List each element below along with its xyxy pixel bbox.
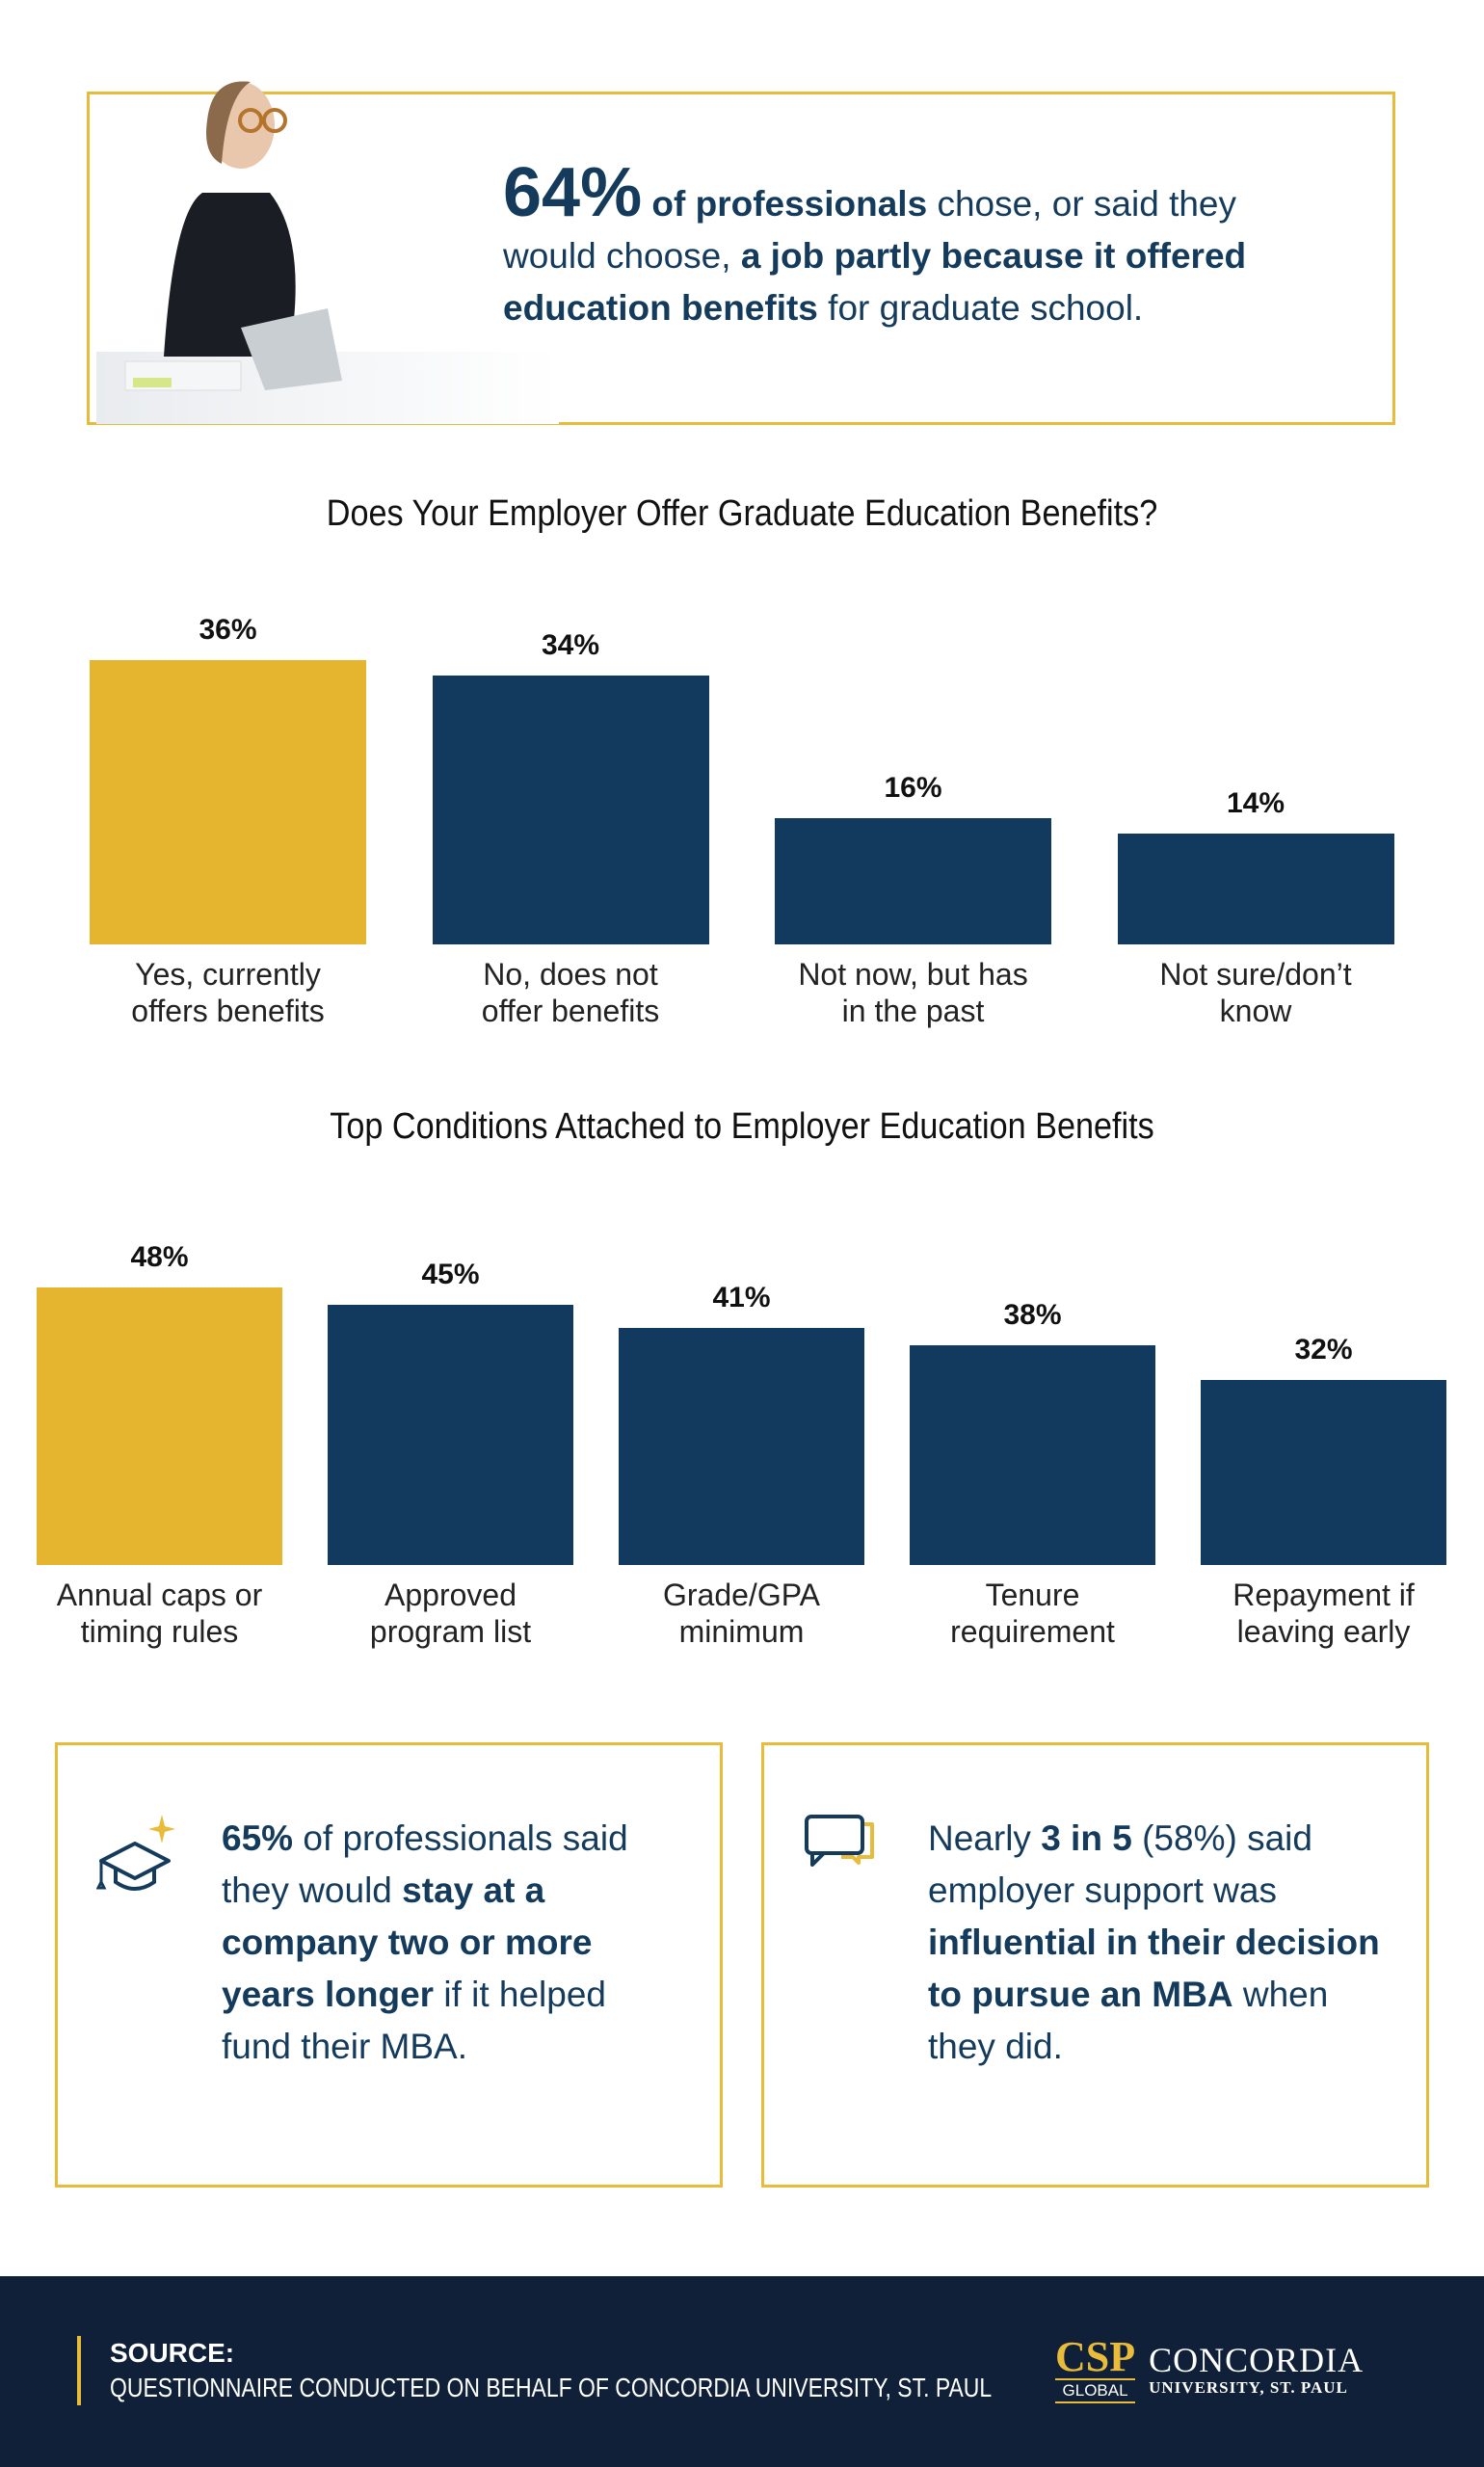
logo-name: CONCORDIA: [1149, 2341, 1365, 2379]
hero-bold-1: of professionals: [651, 184, 928, 224]
footer: [0, 2276, 1484, 2467]
category-label: Annual caps or timing rules: [56, 1578, 263, 1649]
value-label: 32%: [1294, 1334, 1353, 1366]
bar: [910, 1345, 1155, 1565]
value-label: 14%: [1226, 787, 1285, 820]
hero-text-2: for graduate school.: [817, 288, 1144, 328]
graduation-cap-icon: [96, 1815, 175, 1891]
card-2-text-a: (58%) said employer support was: [928, 1818, 1312, 1910]
card-2-stat: 3 in 5: [1041, 1818, 1132, 1858]
card-2-text: Nearly 3 in 5 (58%) said employer suppor…: [928, 1813, 1381, 2073]
bar: [328, 1305, 573, 1565]
value-label: 16%: [884, 771, 942, 804]
bar: [775, 817, 1051, 944]
value-label: 48%: [130, 1241, 189, 1273]
card-1-bold: stay at a company two or more years long…: [222, 1870, 593, 2014]
hero-bold-2: a job partly because it offered educatio…: [503, 236, 1247, 328]
category-label: Grade/GPA minimum: [662, 1578, 821, 1649]
bar: [37, 1287, 282, 1565]
hero-text-1: chose, or said they would choose,: [503, 184, 1237, 276]
bar: [1117, 834, 1394, 944]
value-label: 45%: [421, 1259, 480, 1290]
card-1-text-b: if it helped fund their MBA.: [222, 1975, 607, 2066]
concordia-logo: CSP GLOBAL CONCORDIA UNIVERSITY, ST. PAUL: [1055, 2336, 1364, 2403]
chart-2-title: Top Conditions Attached to Employer Educ…: [330, 1106, 1154, 1147]
logo-global: GLOBAL: [1055, 2378, 1136, 2403]
source-label: SOURCE:: [110, 2338, 235, 2368]
chart-1-title: Does Your Employer Offer Graduate Educat…: [326, 493, 1158, 534]
value-label: 41%: [712, 1282, 771, 1313]
bar: [90, 659, 366, 944]
source-note: SOURCE: QUESTIONNAIRE CONDUCTED ON BEHAL…: [77, 2336, 1185, 2405]
logo-sub: UNIVERSITY, ST. PAUL: [1149, 2378, 1348, 2397]
category-label: Yes, currently offers benefits: [131, 957, 325, 1028]
card-2-text-b: when they did.: [928, 1975, 1329, 2066]
card-1-text-a: of professionals said they would: [222, 1818, 628, 1910]
stat-card-mba-retention: 65% of professionals said they would sta…: [55, 1742, 723, 2188]
category-label: Not sure/don’t know: [1159, 957, 1352, 1028]
hero-statement: 64% of professionals chose, or said they…: [503, 158, 1293, 334]
card-2-text-0: Nearly: [928, 1818, 1042, 1858]
logo-csp: CSP: [1055, 2333, 1136, 2380]
card-1-stat: 65%: [222, 1818, 294, 1858]
source-text: QUESTIONNAIRE CONDUCTED ON BEHALF OF CON…: [110, 2373, 993, 2402]
stat-card-mba-influence: Nearly 3 in 5 (58%) said employer suppor…: [761, 1742, 1429, 2188]
value-label: 36%: [199, 613, 257, 646]
bar: [1201, 1380, 1446, 1565]
bar: [432, 676, 709, 944]
chat-bubbles-icon: [805, 1815, 874, 1867]
category-label: Not now, but has in the past: [798, 957, 1028, 1028]
bar: [619, 1328, 864, 1565]
value-label: 38%: [1003, 1299, 1062, 1331]
woman-at-laptop-photo: [96, 81, 559, 424]
value-label: 34%: [541, 629, 600, 662]
category-label: No, does not offer benefits: [481, 957, 660, 1028]
hero-stat: 64%: [503, 154, 643, 231]
category-label: Tenure requirement: [950, 1578, 1115, 1649]
category-label: Approved program list: [369, 1578, 532, 1649]
card-2-bold: influential in their decision to pursue …: [928, 1923, 1380, 2014]
hero-callout: [87, 92, 1395, 425]
category-label: Repayment if leaving early: [1232, 1578, 1415, 1649]
card-1-text: 65% of professionals said they would sta…: [222, 1813, 675, 2073]
